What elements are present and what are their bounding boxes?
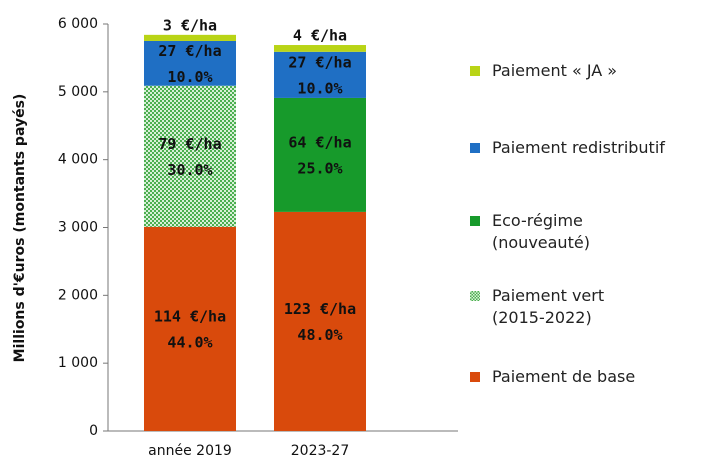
segment-label: 27 €/ha (288, 53, 351, 71)
legend-label: Paiement « JA » (492, 61, 618, 80)
legend-swatch (470, 66, 480, 76)
bar-segment (144, 226, 236, 431)
legend-item: Paiement de base (470, 366, 635, 388)
y-tick-label: 5 000 (58, 84, 98, 100)
legend-label: Paiement vert (2015-2022) (492, 286, 605, 327)
x-tick-label: année 2019 (148, 443, 232, 459)
segment-label: 27 €/ha (158, 42, 221, 60)
legend-item: Paiement vert (2015-2022) (470, 285, 604, 329)
bar-segment (144, 34, 236, 41)
bar-segment (144, 85, 236, 227)
bar-segment (274, 51, 366, 98)
bar-segment (274, 45, 366, 52)
y-tick-label: 3 000 (58, 220, 98, 236)
legend-item: Paiement « JA » (470, 60, 617, 82)
legend-swatch (470, 372, 480, 382)
y-axis-title: Millions d'€uros (montants payés) (12, 94, 28, 363)
y-tick-label: 6 000 (58, 16, 98, 32)
legend-item: Eco-régime (nouveauté) (470, 210, 590, 254)
legend-swatch (470, 216, 480, 226)
segment-share: 25.0% (297, 159, 342, 177)
bar-segment (274, 211, 366, 431)
segment-label: 79 €/ha (158, 135, 221, 153)
legend-swatch (470, 143, 480, 153)
y-tick-label: 2 000 (58, 287, 98, 303)
segment-share: 10.0% (167, 68, 212, 86)
y-tick-label: 1 000 (58, 355, 98, 371)
segment-share: 30.0% (167, 161, 212, 179)
bar-segment (274, 97, 366, 212)
x-tick-label: 2023-27 (291, 443, 350, 459)
segment-share: 10.0% (297, 79, 342, 97)
segment-label: 4 €/ha (293, 27, 347, 45)
segment-label: 3 €/ha (163, 16, 217, 34)
legend-label: Paiement redistributif (492, 138, 665, 157)
legend-item: Paiement redistributif (470, 137, 665, 159)
legend-label: Eco-régime (nouveauté) (492, 211, 590, 252)
y-tick-label: 0 (89, 423, 98, 439)
segment-label: 64 €/ha (288, 133, 351, 151)
legend-swatch (470, 291, 480, 301)
segment-share: 48.0% (297, 326, 342, 344)
y-tick-label: 4 000 (58, 152, 98, 168)
legend-label: Paiement de base (492, 367, 636, 386)
bar-segment (144, 40, 236, 86)
segment-label: 114 €/ha (154, 307, 226, 325)
segment-label: 123 €/ha (284, 300, 356, 318)
segment-share: 44.0% (167, 333, 212, 351)
